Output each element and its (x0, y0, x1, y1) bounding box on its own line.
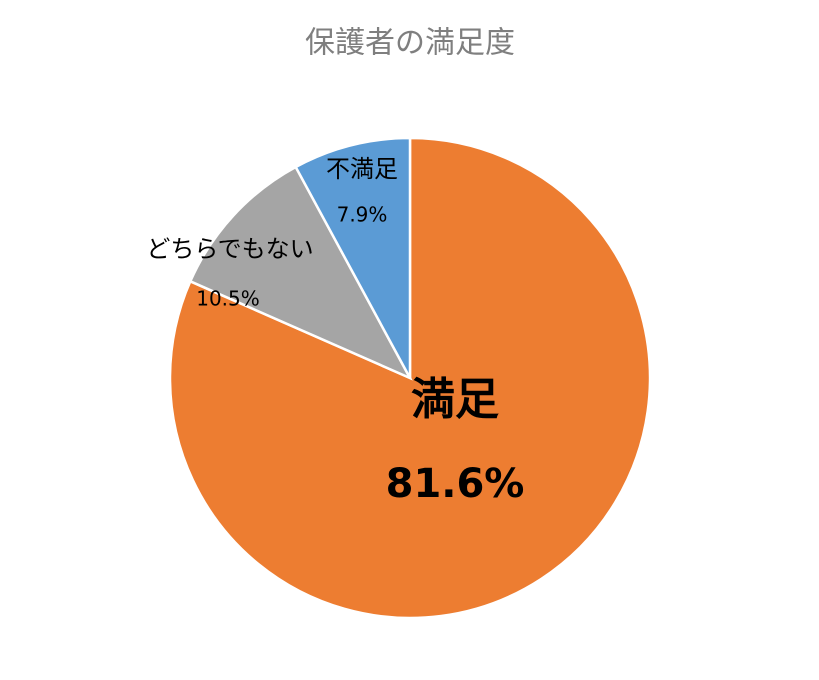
value-label: 10.5% (196, 287, 260, 311)
pie-slice (188, 165, 413, 381)
value-label: 81.6% (386, 461, 525, 507)
slice-label: 不満足 (326, 155, 398, 183)
value-label: 7.9% (337, 203, 388, 227)
slice-label: 満足 (411, 374, 499, 425)
pie-slice (294, 136, 412, 379)
chart-title: 保護者の満足度 (305, 26, 515, 61)
slice-label: どちらでもない (146, 235, 313, 263)
